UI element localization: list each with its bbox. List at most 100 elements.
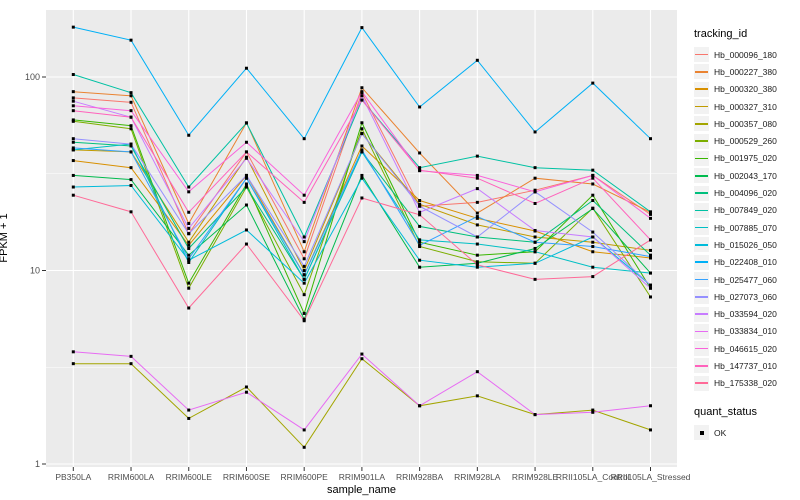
data-point — [649, 271, 652, 275]
legend-item-Hb_002043_170: Hb_002043_170 — [694, 167, 798, 184]
legend-key-swatch — [694, 220, 709, 236]
data-point — [71, 118, 75, 122]
data-point — [591, 193, 595, 197]
data-point — [187, 416, 191, 420]
data-point — [244, 140, 248, 144]
data-point — [475, 211, 479, 215]
data-point — [475, 394, 479, 398]
legend-key-swatch — [694, 202, 709, 218]
data-point — [533, 228, 537, 232]
data-point — [71, 99, 75, 103]
data-point — [360, 127, 364, 131]
data-point — [187, 281, 191, 285]
legend-item-label: Hb_000096_180 — [714, 49, 777, 60]
data-point — [591, 230, 595, 234]
legend-item-label: Hb_147737_010 — [714, 360, 777, 371]
x-axis-tick-label: RRII105LA_Stressed — [611, 472, 691, 482]
legend-item-Hb_033594_020: Hb_033594_020 — [694, 305, 798, 322]
legend-quant-status-items: OK — [694, 424, 798, 441]
legend-key-line — [695, 174, 708, 177]
legend-item-label: Hb_002043_170 — [714, 170, 777, 181]
legend-key-line — [695, 192, 708, 194]
legend-item-Hb_004096_020: Hb_004096_020 — [694, 184, 798, 201]
data-point — [302, 319, 306, 323]
data-point — [71, 159, 75, 163]
data-point — [418, 105, 422, 109]
data-point — [533, 261, 537, 265]
legend-key-swatch — [694, 81, 709, 97]
legend-item-label: Hb_000529_260 — [714, 136, 777, 147]
data-point — [187, 185, 191, 189]
data-point — [591, 176, 595, 180]
data-point — [418, 404, 422, 408]
legend-item-Hb_000096_180: Hb_000096_180 — [694, 46, 798, 63]
legend-item-label: Hb_025477_060 — [714, 274, 777, 285]
data-point — [302, 250, 306, 254]
legend-key-square — [699, 430, 704, 435]
data-point — [360, 176, 364, 180]
legend-item-label: OK — [714, 427, 727, 438]
legend-item-label: Hb_001975_020 — [714, 153, 777, 164]
legend-item-label: Hb_000320_380 — [714, 84, 777, 95]
legend-key-swatch — [694, 150, 709, 166]
data-point — [71, 90, 75, 94]
data-point — [244, 176, 248, 180]
data-point — [244, 173, 248, 177]
data-point — [475, 223, 479, 227]
legend-key-line — [695, 365, 708, 367]
data-point — [649, 137, 652, 141]
data-point — [71, 193, 75, 197]
legend-item-Hb_175338_020: Hb_175338_020 — [694, 375, 798, 392]
legend-key-line — [695, 123, 708, 125]
data-point — [418, 238, 422, 242]
data-point — [187, 190, 191, 194]
data-point — [244, 203, 248, 207]
data-point — [533, 240, 537, 244]
data-point — [187, 306, 191, 310]
data-point — [591, 240, 595, 244]
legend-key-line — [695, 105, 708, 108]
data-point — [649, 248, 652, 252]
data-point — [533, 190, 537, 194]
data-point — [591, 182, 595, 186]
legend-item-label: Hb_000357_080 — [714, 118, 777, 129]
x-axis-tick-label: RRIM600LA — [108, 472, 155, 482]
legend-item-Hb_000320_380: Hb_000320_380 — [694, 81, 798, 98]
data-point — [244, 182, 248, 186]
legend-title-tracking-id: tracking_id — [694, 28, 748, 40]
data-point — [360, 94, 364, 98]
legend-key-line — [695, 278, 708, 281]
legend-key-line — [695, 382, 708, 385]
data-point — [129, 127, 133, 131]
data-point — [418, 166, 422, 170]
data-point — [360, 352, 364, 356]
legend-item-label: Hb_004096_020 — [714, 188, 777, 199]
data-point — [475, 265, 479, 269]
data-point — [244, 150, 248, 154]
data-point — [129, 166, 133, 170]
data-point — [360, 144, 364, 148]
legend-key-swatch — [694, 133, 709, 149]
data-point — [475, 173, 479, 177]
x-axis-tick-label: RRIM928LE — [512, 472, 559, 482]
legend-item-label: Hb_175338_020 — [714, 378, 777, 389]
x-axis-tick-label: RRIM600LE — [166, 472, 213, 482]
data-point — [475, 261, 479, 265]
data-point — [129, 38, 133, 42]
legend-key-line — [695, 140, 708, 142]
legend-item-Hb_046615_020: Hb_046615_020 — [694, 340, 798, 357]
data-point — [649, 428, 652, 432]
data-point — [591, 245, 595, 249]
x-axis-tick-label: PB350LA — [55, 472, 91, 482]
data-point — [591, 408, 595, 412]
data-point — [71, 140, 75, 144]
data-point — [360, 121, 364, 125]
data-point — [475, 242, 479, 246]
data-point — [129, 124, 133, 128]
data-point — [418, 243, 422, 247]
legend-item-Hb_000357_080: Hb_000357_080 — [694, 115, 798, 132]
data-point — [71, 96, 75, 100]
data-point — [533, 246, 537, 250]
